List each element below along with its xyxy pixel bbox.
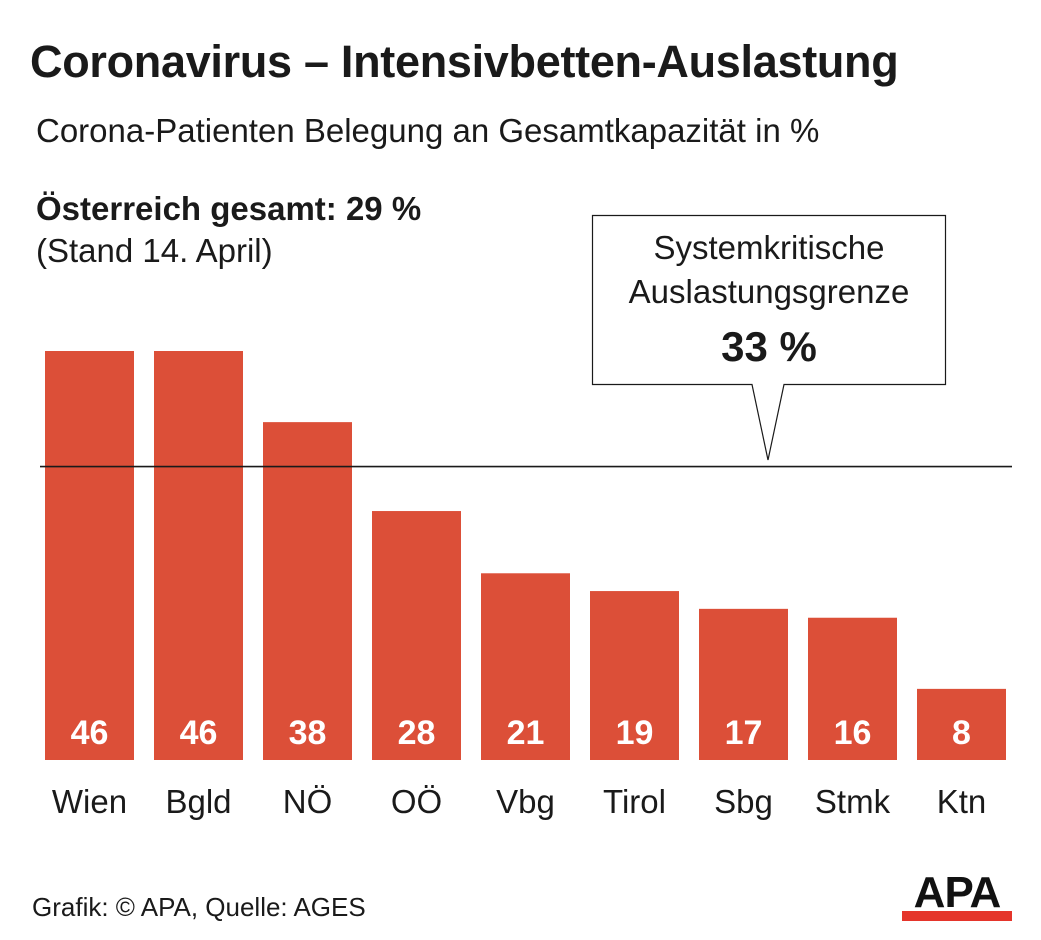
category-label: Wien (52, 783, 127, 820)
callout-box-icon (591, 214, 947, 461)
category-label: OÖ (391, 783, 442, 820)
callout-value: 33 % (721, 323, 817, 370)
bar-chart: 46 Wien 46 Bgld 38 NÖ 28 OÖ 21 Vbg 19 Tirol 17 Sbg 16 S… (40, 351, 1012, 820)
category-label: Sbg (714, 783, 773, 820)
bar-value-label: 17 (725, 714, 763, 752)
bar-nö (263, 422, 352, 760)
bar-vbg (481, 573, 570, 760)
bar-value-label: 46 (71, 714, 109, 752)
chart-title: Coronavirus – Intensivbetten-Auslastung (30, 36, 899, 87)
bar-value-label: 21 (507, 714, 545, 752)
bar-wien (45, 351, 134, 760)
bar-value-label: 46 (180, 714, 218, 752)
category-label: Stmk (815, 783, 891, 820)
date-label: (Stand 14. April) (36, 232, 273, 269)
bar-value-label: 19 (616, 714, 654, 752)
bar-bgld (154, 351, 243, 760)
category-label: Tirol (603, 783, 666, 820)
apa-logo: APA (902, 868, 1012, 922)
apa-logo-text: APA (913, 868, 1002, 917)
chart-subtitle: Corona-Patienten Belegung an Gesamtkapaz… (36, 112, 820, 149)
threshold-callout: Systemkritische Auslastungsgrenze 33 % (591, 214, 947, 461)
bar-value-label: 16 (834, 714, 872, 752)
callout-line-1: Systemkritische (653, 229, 885, 266)
category-label: Bgld (165, 783, 231, 820)
category-label: NÖ (283, 783, 333, 820)
bar-oö (372, 511, 461, 760)
callout-line-2: Auslastungsgrenze (628, 273, 910, 310)
source-credit: Grafik: © APA, Quelle: AGES (32, 892, 366, 922)
bar-value-label: 38 (289, 714, 327, 752)
apa-logo-accent (902, 911, 1012, 921)
bar-value-label: 28 (398, 714, 436, 752)
austria-total-label: Österreich gesamt: 29 % (36, 190, 422, 227)
bar-value-label: 8 (952, 714, 971, 752)
bar-stmk (808, 617, 897, 760)
bar-tirol (590, 591, 679, 760)
category-label: Ktn (937, 783, 987, 820)
bar-ktn (917, 688, 1006, 760)
bar-sbg (699, 608, 788, 760)
category-label: Vbg (496, 783, 555, 820)
